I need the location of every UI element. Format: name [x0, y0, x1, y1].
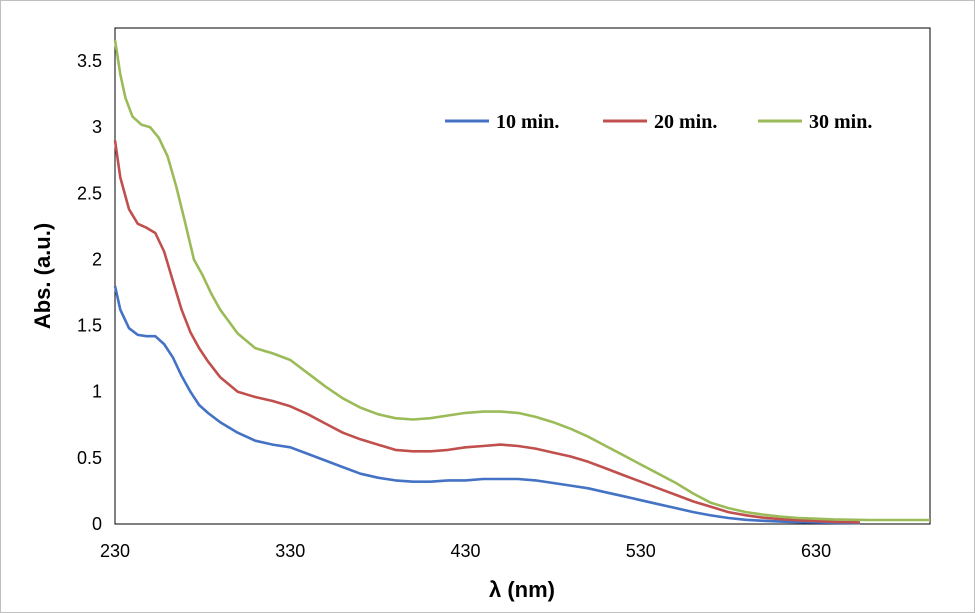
- x-axis-title: λ (nm): [489, 577, 555, 602]
- legend-label-1: 10 min.: [496, 111, 559, 133]
- legend-label-2: 20 min.: [654, 111, 717, 133]
- x-tick-label: 330: [275, 541, 305, 561]
- series-line-1: [113, 285, 860, 525]
- y-tick-label: 1: [92, 382, 102, 402]
- y-tick-labels: 0 0.5 1 1.5 2 2.5 3 3.5: [77, 51, 102, 534]
- x-tick-label: 230: [100, 541, 130, 561]
- series-line-3: [113, 39, 930, 522]
- x-tick-labels: 230 330 430 530 630: [100, 541, 831, 561]
- x-tick-label: 630: [801, 541, 831, 561]
- plot-area: [114, 27, 931, 525]
- y-tick-label: 2.5: [77, 183, 102, 203]
- y-tick-label: 0: [92, 514, 102, 534]
- series-layer: [113, 39, 930, 525]
- x-tick-label: 530: [626, 541, 656, 561]
- y-tick-label: 3.5: [77, 51, 102, 71]
- y-tick-label: 3: [92, 117, 102, 137]
- y-tick-label: 0.5: [77, 448, 102, 468]
- y-axis-title: Abs. (a.u.): [30, 223, 55, 329]
- y-tick-label: 2: [92, 249, 102, 269]
- legend-label-3: 30 min.: [809, 111, 872, 133]
- x-tick-label: 430: [451, 541, 481, 561]
- series-line-2: [113, 140, 860, 524]
- legend: 10 min. 20 min. 30 min.: [445, 111, 872, 133]
- y-tick-label: 1.5: [77, 316, 102, 336]
